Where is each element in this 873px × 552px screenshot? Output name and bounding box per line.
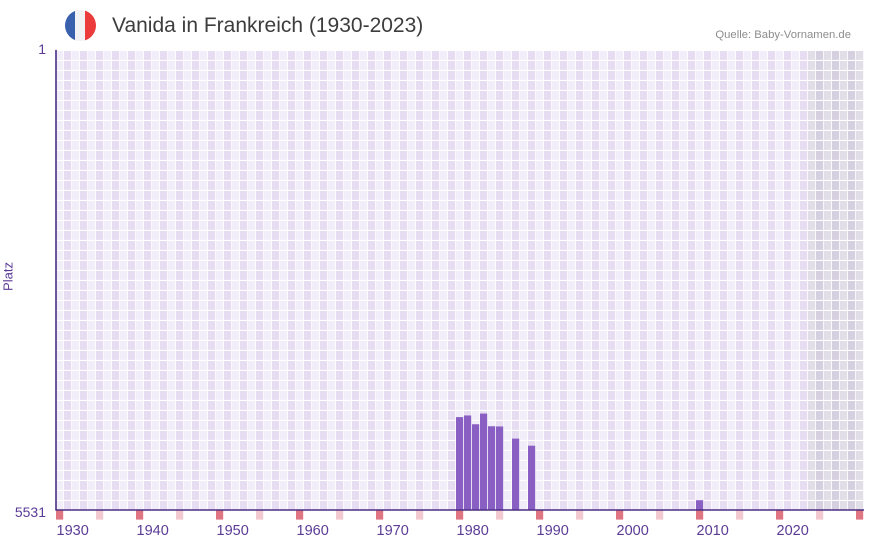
svg-text:1940: 1940 <box>137 523 169 539</box>
svg-text:2010: 2010 <box>697 523 729 539</box>
svg-text:1930: 1930 <box>57 523 89 539</box>
svg-text:1950: 1950 <box>217 523 249 539</box>
svg-text:1990: 1990 <box>537 523 569 539</box>
svg-text:2000: 2000 <box>617 523 649 539</box>
svg-text:2020: 2020 <box>777 523 809 539</box>
svg-text:1980: 1980 <box>457 523 489 539</box>
svg-text:1960: 1960 <box>297 523 329 539</box>
svg-text:1970: 1970 <box>377 523 409 539</box>
